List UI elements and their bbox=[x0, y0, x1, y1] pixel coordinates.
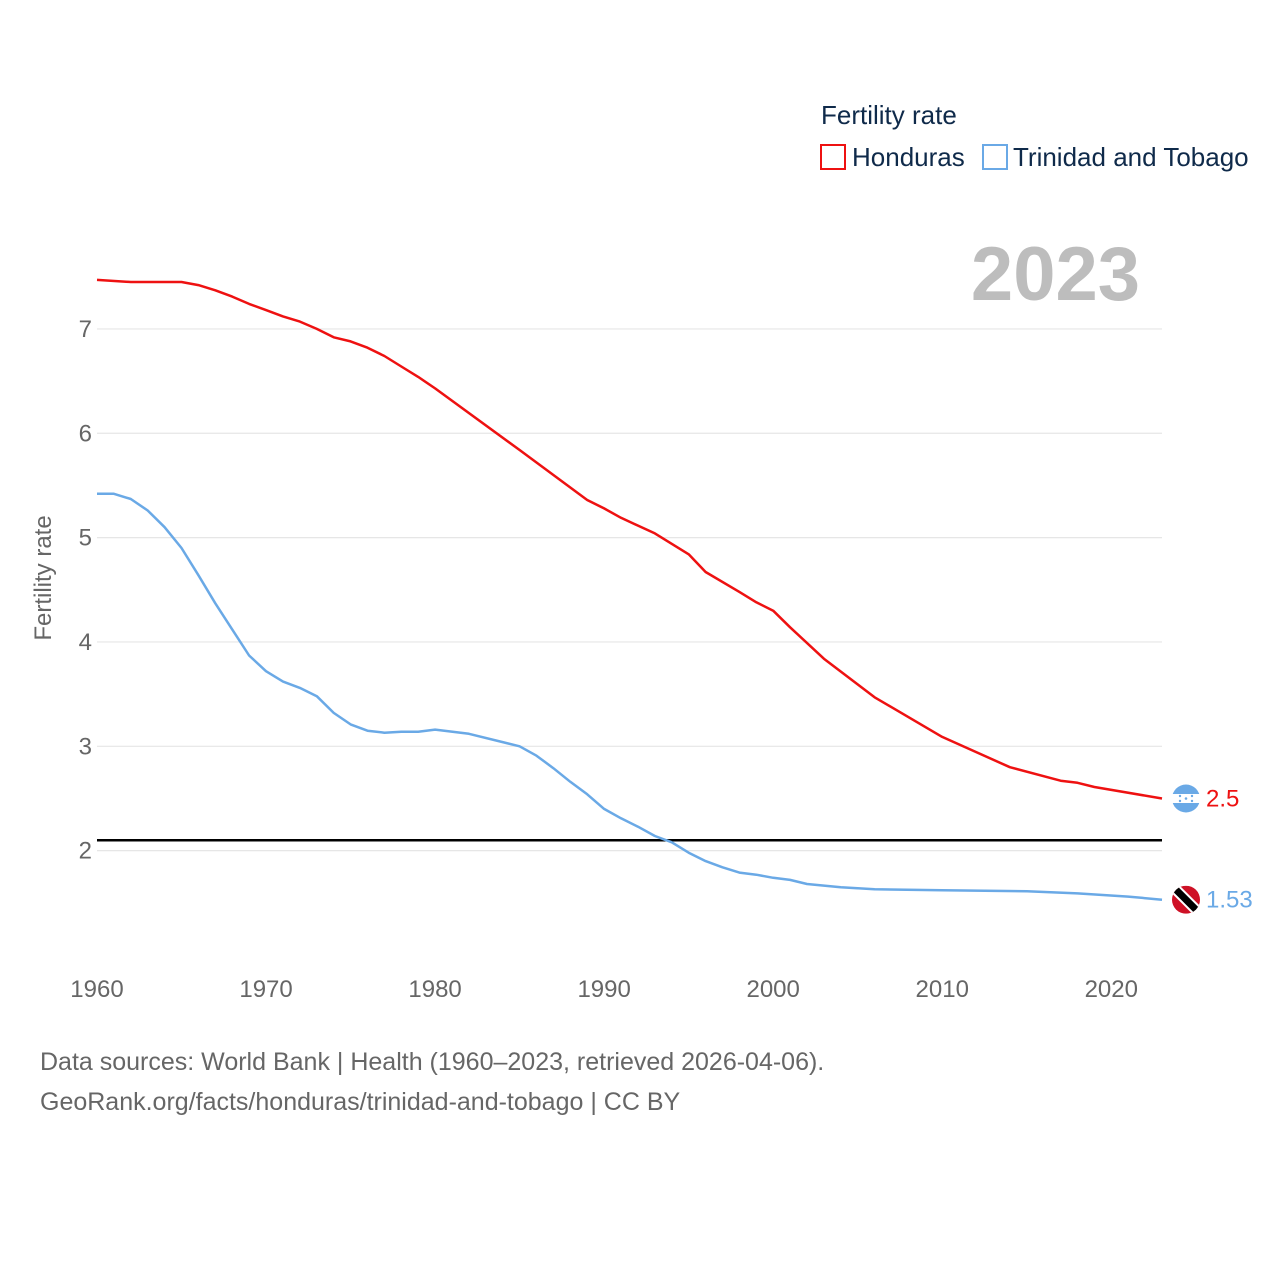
legend-item-honduras[interactable]: Honduras bbox=[820, 142, 965, 172]
y-axis-ticks: 2 3 4 5 6 7 bbox=[79, 316, 92, 865]
series-lines bbox=[96, 278, 1163, 901]
x-tick-label-1970: 1970 bbox=[239, 976, 292, 1003]
legend-title: Fertility rate bbox=[821, 100, 957, 130]
x-tick-label-1960: 1960 bbox=[70, 976, 123, 1003]
x-tick-label-2000: 2000 bbox=[746, 976, 799, 1003]
legend-label-trinidad-and-tobago: Trinidad and Tobago bbox=[1013, 142, 1249, 172]
source-line-data: Data sources: World Bank | Health (1960–… bbox=[40, 1048, 825, 1076]
series-line-trinidad-and-tobago bbox=[97, 492, 1163, 901]
x-tick-label-2020: 2020 bbox=[1085, 976, 1138, 1003]
end-value-honduras: 2.5 bbox=[1206, 786, 1239, 813]
grid bbox=[97, 328, 1162, 852]
y-tick-label-7: 7 bbox=[79, 316, 92, 343]
series-line-honduras bbox=[96, 278, 1163, 800]
source-line-url[interactable]: GeoRank.org/facts/honduras/trinidad-and-… bbox=[40, 1088, 681, 1116]
fertility-line-chart: 2 3 4 5 6 7 1960 1970 1980 1990 2000 2010 2020 Fert… bbox=[30, 100, 1253, 1003]
y-tick-label-5: 5 bbox=[79, 525, 92, 552]
current-year-label: 2023 bbox=[971, 232, 1140, 317]
x-tick-label-2010: 2010 bbox=[916, 976, 969, 1003]
x-tick-label-1990: 1990 bbox=[577, 976, 630, 1003]
y-tick-label-6: 6 bbox=[79, 420, 92, 447]
source-footer: Data sources: World Bank | Health (1960–… bbox=[40, 1042, 824, 1122]
trinidad-and-tobago-flag-icon bbox=[1172, 885, 1200, 914]
x-tick-label-1980: 1980 bbox=[408, 976, 461, 1003]
honduras-flag-icon bbox=[1172, 784, 1200, 813]
y-axis-title: Fertility rate bbox=[30, 515, 57, 640]
legend-item-trinidad-and-tobago[interactable]: Trinidad and Tobago bbox=[982, 142, 1249, 172]
end-value-trinidad-and-tobago: 1.53 bbox=[1206, 887, 1253, 914]
x-axis-ticks: 1960 1970 1980 1990 2000 2010 2020 bbox=[70, 976, 1138, 1003]
y-tick-label-4: 4 bbox=[79, 629, 92, 656]
y-tick-label-2: 2 bbox=[79, 838, 92, 865]
legend-label-honduras: Honduras bbox=[852, 142, 965, 172]
legend-swatch-trinidad-and-tobago bbox=[982, 144, 1008, 170]
legend-swatch-honduras bbox=[820, 144, 846, 170]
y-tick-label-3: 3 bbox=[79, 733, 92, 760]
